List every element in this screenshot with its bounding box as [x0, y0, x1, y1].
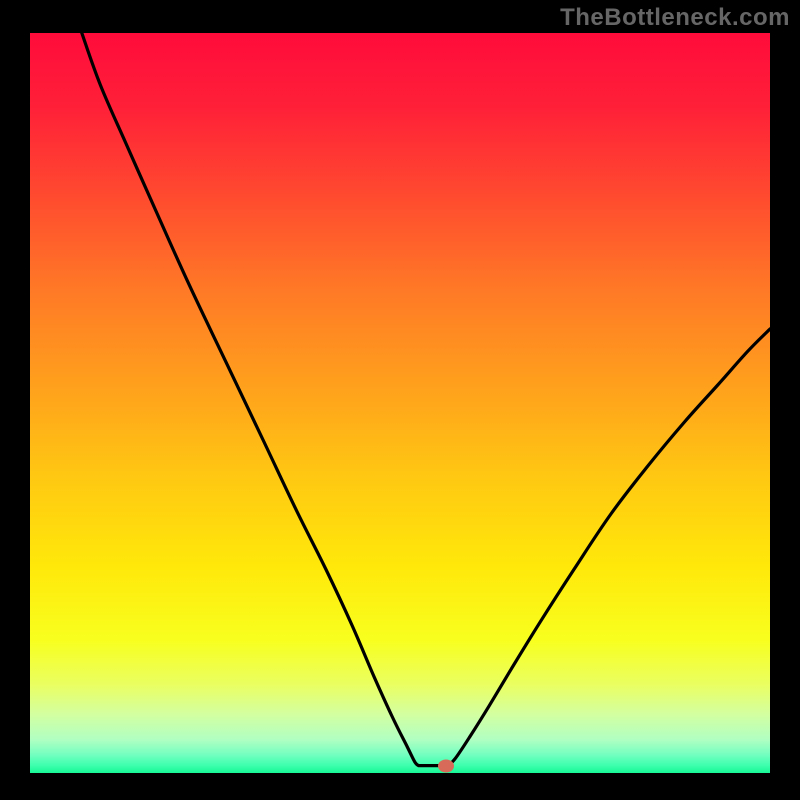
watermark-text: TheBottleneck.com	[560, 4, 790, 32]
bottleneck-curve-path	[82, 33, 770, 766]
plot-area	[30, 33, 770, 773]
chart-stage: TheBottleneck.com	[0, 0, 800, 800]
bottleneck-curve-svg	[30, 33, 770, 773]
minimum-marker	[438, 759, 454, 772]
